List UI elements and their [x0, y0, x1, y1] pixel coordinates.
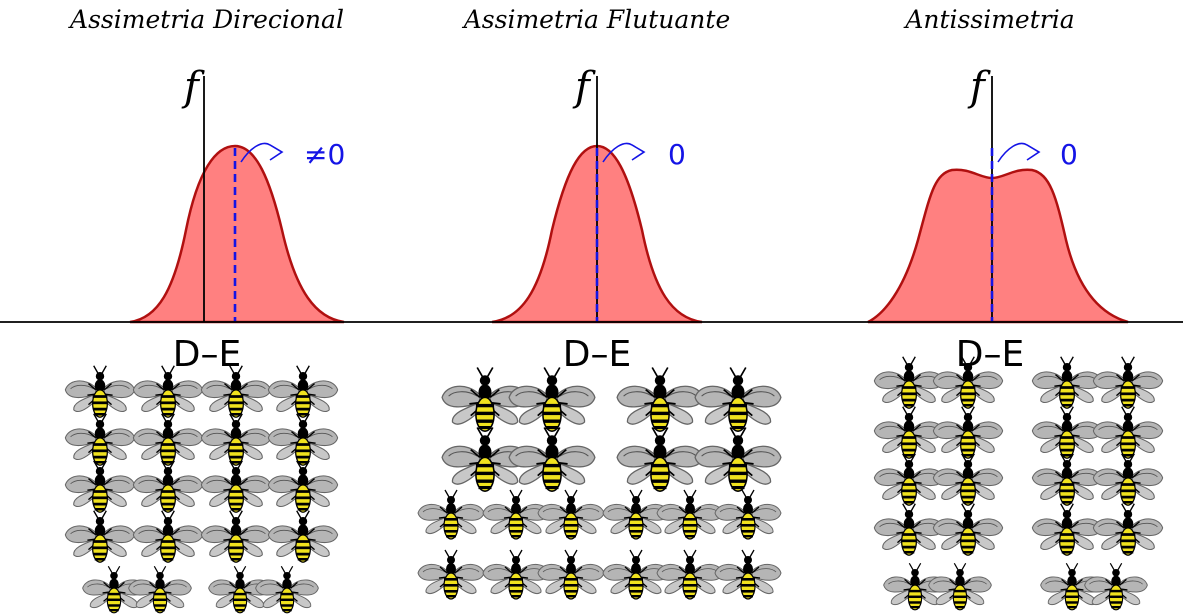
panel-title-antisymmetry: Antissimetria [903, 5, 1074, 34]
distribution-curve-bimodal [867, 168, 1129, 324]
bee-icon [694, 426, 782, 493]
bee-icon [1031, 356, 1103, 409]
bee-icon [1031, 453, 1103, 506]
bee-icon [1084, 562, 1148, 611]
bee-icon [132, 413, 204, 466]
distribution-panel-antisymmetry: f 0 D–E [867, 64, 1129, 375]
bee-icon [932, 453, 1004, 506]
bee-icon [64, 510, 136, 563]
bee-icon [1092, 356, 1164, 409]
bee-icon [1092, 503, 1164, 556]
y-axis-label: f [967, 64, 991, 110]
bee-icon [873, 453, 945, 506]
bee-icon [417, 489, 485, 540]
bee-icon [1031, 406, 1103, 459]
bee-icon [200, 413, 272, 466]
bee-icon [656, 549, 724, 600]
x-axis-label: D–E [563, 334, 631, 375]
distribution-panel-fluctuating: f 0 D–E [491, 64, 703, 375]
mean-value-label: 0 [668, 138, 686, 171]
bee-icon [128, 565, 192, 614]
distribution-panel-directional: f ≠0 D–E [129, 64, 345, 375]
bee-icon [267, 460, 339, 513]
bee-icon [255, 565, 319, 614]
bee-icon [64, 460, 136, 513]
bee-grid-antisymmetry [873, 356, 1164, 611]
mean-arrow-icon [240, 142, 284, 163]
bee-icon [537, 489, 605, 540]
mean-arrow-icon [997, 142, 1041, 163]
x-axis-label: D–E [173, 334, 241, 375]
bee-icon [656, 489, 724, 540]
bee-icon [694, 366, 782, 433]
panel-title-fluctuating: Assimetria Flutuante [462, 5, 731, 34]
bee-icon [132, 510, 204, 563]
mean-value-label: 0 [1060, 138, 1078, 171]
bee-icon [932, 406, 1004, 459]
bee-grid-fluctuating [417, 366, 782, 600]
bee-icon [417, 549, 485, 600]
bee-icon [873, 406, 945, 459]
bee-icon [64, 365, 136, 418]
bee-icon [132, 460, 204, 513]
bee-icon [1092, 406, 1164, 459]
distribution-curve-shifted [129, 144, 345, 324]
bee-icon [616, 366, 704, 433]
bee-icon [200, 510, 272, 563]
bee-grid-directional [64, 365, 339, 614]
bee-icon [537, 549, 605, 600]
bee-icon [267, 365, 339, 418]
bee-icon [928, 562, 992, 611]
bee-icon [714, 489, 782, 540]
bee-icon [200, 460, 272, 513]
bee-icon [616, 426, 704, 493]
y-axis-label: f [181, 64, 205, 110]
bee-icon [873, 356, 945, 409]
mean-arrow-icon [602, 142, 646, 163]
bee-icon [64, 413, 136, 466]
y-axis-label: f [572, 64, 596, 110]
bee-icon [508, 426, 596, 493]
bee-icon [932, 503, 1004, 556]
panel-title-directional: Assimetria Direcional [68, 5, 344, 34]
bee-icon [508, 366, 596, 433]
bee-icon [1031, 503, 1103, 556]
bee-icon [267, 413, 339, 466]
mean-value-label: ≠0 [304, 138, 345, 171]
bee-icon [873, 503, 945, 556]
bee-icon [267, 510, 339, 563]
bee-icon [1092, 453, 1164, 506]
bee-icon [714, 549, 782, 600]
